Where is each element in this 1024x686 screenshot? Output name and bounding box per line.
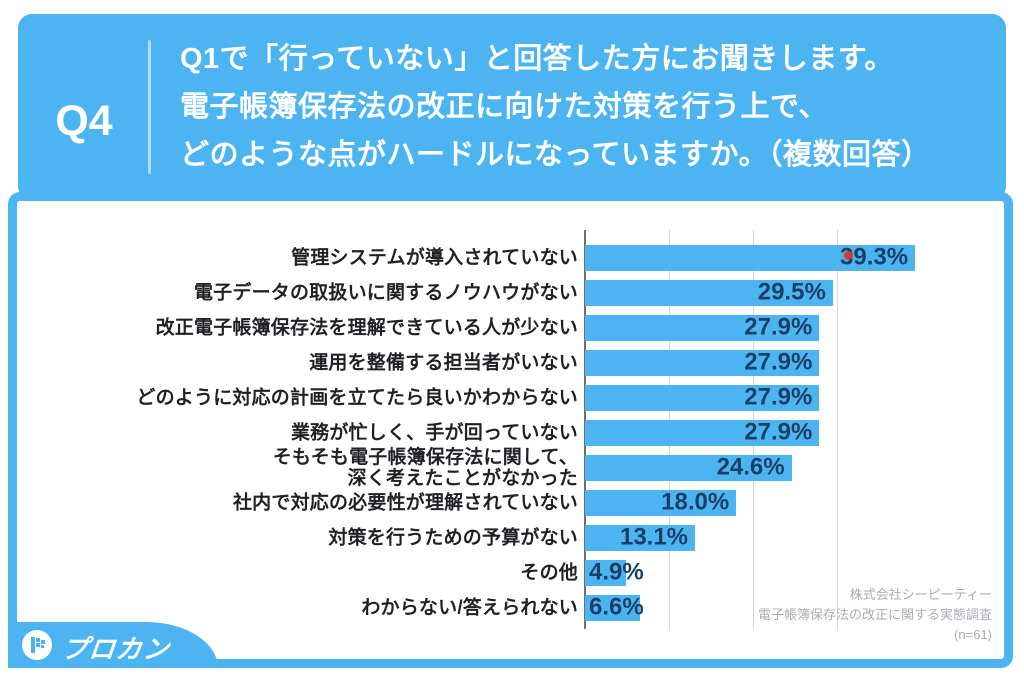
- category-label: そもそも電子帳簿保存法に関して、 深く考えたことがなかった: [272, 447, 578, 489]
- value-label: 27.9%: [744, 313, 813, 341]
- chart-row: わからない/答えられない 6.6%: [120, 593, 1006, 621]
- category-label: 運用を整備する担当者がいない: [309, 352, 578, 374]
- logo-text: プロカン: [60, 634, 172, 664]
- chart-row: 運用を整備する担当者がいない 27.9%: [120, 348, 1006, 376]
- chart-row: その他 4.9%: [120, 558, 1006, 586]
- value-label: 29.5%: [757, 278, 826, 306]
- bar: 27.9%: [585, 383, 820, 411]
- question-text: Q1で「行っていない」と回答した方にお聞きします。 電子帳簿保存法の改正に向けた…: [180, 43, 931, 171]
- chart-row: 改正電子帳簿保存法を理解できている人が少ない 27.9%: [120, 313, 1006, 341]
- question-number: Q4: [55, 96, 113, 145]
- category-label: 社内で対応の必要性が理解されていない: [232, 492, 578, 514]
- value-label: 27.9%: [744, 418, 813, 446]
- bar: 39.3%: [585, 243, 916, 271]
- bar: 29.5%: [585, 278, 833, 306]
- chart-row: 電子データの取扱いに関するノウハウがない 29.5%: [120, 278, 1006, 306]
- category-label: 業務が忙しく、手が回っていない: [290, 422, 578, 444]
- category-label: その他: [520, 562, 578, 584]
- header-divider: [148, 40, 151, 174]
- gridline: [837, 230, 838, 629]
- chart-row: 管理システムが導入されていない 39.3%: [120, 243, 1006, 271]
- cursor-dot: [844, 251, 853, 260]
- category-label: 対策を行うための予算がない: [328, 527, 578, 549]
- bar-rows: 管理システムが導入されていない 39.3% 電子データの取扱いに関するノウハウが…: [120, 243, 1006, 630]
- value-label: 13.1%: [619, 523, 689, 551]
- value-label: 6.6%: [589, 593, 644, 621]
- value-label: 24.6%: [716, 453, 785, 481]
- bar: 6.6%: [585, 593, 644, 621]
- bar: 27.9%: [585, 348, 820, 376]
- bar: 27.9%: [585, 313, 820, 341]
- category-label: 電子データの取扱いに関するノウハウがない: [193, 282, 578, 304]
- chart-row: 業務が忙しく、手が回っていない 27.9%: [120, 418, 1006, 446]
- bar: 18.0%: [585, 488, 737, 516]
- procan-logo-icon: [22, 630, 52, 660]
- bar: 27.9%: [585, 418, 820, 446]
- bar: 4.9%: [585, 558, 644, 586]
- value-label: 27.9%: [744, 383, 813, 411]
- chart-row: 社内で対応の必要性が理解されていない 18.0%: [120, 488, 1006, 516]
- category-label: 管理システムが導入されていない: [291, 247, 578, 269]
- bar: 13.1%: [585, 523, 696, 551]
- chart-row: そもそも電子帳簿保存法に関して、 深く考えたことがなかった 24.6%: [120, 447, 1006, 489]
- value-label: 18.0%: [661, 488, 730, 516]
- bar: 24.6%: [585, 453, 792, 481]
- category-label: 改正電子帳簿保存法を理解できている人が少ない: [155, 317, 578, 339]
- logo-tab: プロカン: [8, 622, 218, 668]
- chart-row: どのように対応の計画を立てたら良いかわからない 27.9%: [120, 383, 1006, 411]
- value-label: 27.9%: [744, 348, 813, 376]
- category-label: どのように対応の計画を立てたら良いかわからない: [136, 387, 578, 409]
- category-label: わからない/答えられない: [361, 597, 578, 619]
- question-header: Q4 Q1で「行っていない」と回答した方にお聞きします。 電子帳簿保存法の改正に…: [18, 14, 1006, 200]
- source-attribution: 株式会社シーピーティー 電子帳簿保存法の改正に関する実態調査 (n=61): [757, 587, 992, 642]
- value-label: 4.9%: [589, 558, 644, 586]
- chart-row: 対策を行うための予算がない 13.1%: [120, 523, 1006, 551]
- chart-card: [8, 192, 1013, 668]
